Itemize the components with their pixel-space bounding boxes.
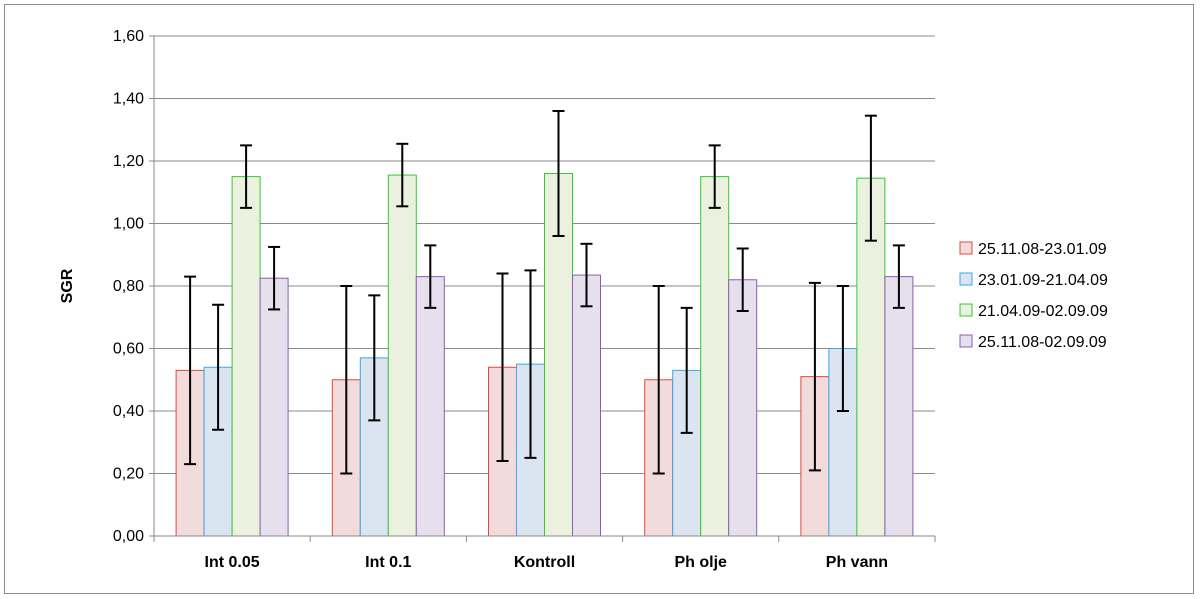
y-tick-label: 0,20 xyxy=(113,466,144,483)
x-tick-label: Int 0.05 xyxy=(205,554,260,571)
y-axis-title: SGR xyxy=(59,268,76,303)
legend-swatch xyxy=(959,334,973,348)
bar xyxy=(884,276,914,537)
bar xyxy=(572,274,601,537)
x-tick-label: Ph olje xyxy=(674,554,727,571)
y-tick-label: 1,20 xyxy=(113,153,144,170)
bar xyxy=(231,176,261,537)
legend: 25.11.08-23.01.09 23.01.09-21.04.09 21.04.… xyxy=(959,241,1108,351)
bar xyxy=(700,176,730,537)
y-tick-label: 1,40 xyxy=(113,91,144,108)
y-tick-label: 0,80 xyxy=(113,278,144,295)
legend-label: 23.01.09-21.04.09 xyxy=(978,272,1108,289)
axes xyxy=(149,35,936,542)
y-tick-label: 0,40 xyxy=(113,403,144,420)
error-bars xyxy=(184,110,905,475)
bar xyxy=(728,279,758,537)
x-tick-label: Kontroll xyxy=(514,554,575,571)
bar xyxy=(387,174,417,537)
bar xyxy=(415,276,445,537)
legend-label: 21.04.09-02.09.09 xyxy=(978,303,1108,320)
y-tick-label: 1,60 xyxy=(113,28,144,45)
legend-label: 25.11.08-23.01.09 xyxy=(978,241,1107,258)
axis-labels: 0,00 0,20 0,40 0,60 0,80 1,00 1,20 1,40 1,60 Int … xyxy=(113,28,888,571)
legend-swatch xyxy=(959,303,973,317)
x-tick-label: Ph vann xyxy=(826,554,888,571)
y-tick-label: 0,00 xyxy=(113,528,144,545)
bars xyxy=(175,173,914,537)
y-tick-label: 1,00 xyxy=(113,216,144,233)
bar xyxy=(259,277,289,537)
legend-label: 25.11.08-02.09.09 xyxy=(978,334,1107,351)
legend-swatch xyxy=(959,241,973,255)
legend-swatch xyxy=(959,272,973,286)
x-tick-label: Int 0.1 xyxy=(365,554,411,571)
y-tick-label: 0,60 xyxy=(113,341,144,358)
